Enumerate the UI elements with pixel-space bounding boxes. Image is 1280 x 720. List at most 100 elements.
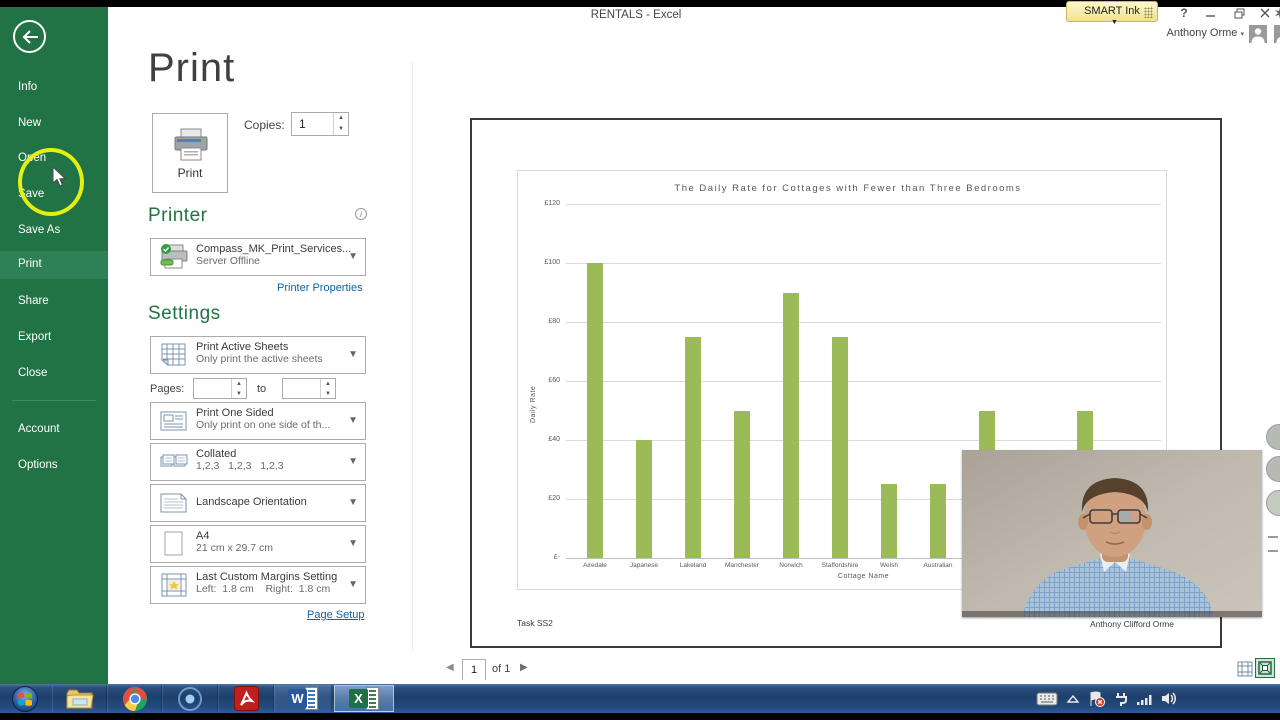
network-signal-icon[interactable] — [1136, 692, 1154, 706]
pages-from-input[interactable] — [194, 379, 230, 398]
sidebar-item-print[interactable]: Print — [0, 251, 108, 279]
action-center-flag-icon[interactable] — [1088, 691, 1106, 707]
minimize-button[interactable] — [1202, 5, 1220, 21]
info-icon[interactable]: i — [355, 208, 367, 220]
taskbar-explorer[interactable] — [52, 685, 107, 712]
sidebar-item-save[interactable]: Save — [18, 188, 45, 200]
sidebar-item-export[interactable]: Export — [18, 331, 52, 343]
sidebar-item-share[interactable]: Share — [18, 295, 49, 307]
printer-icon — [174, 128, 208, 161]
pages-from-stepper: ▲ ▼ — [193, 378, 247, 399]
avatar[interactable] — [1249, 25, 1267, 43]
sidebar-item-close[interactable]: Close — [18, 367, 48, 379]
pages-to-input[interactable] — [283, 379, 319, 398]
collation-label: Collated — [196, 448, 237, 460]
pages-to-stepper: ▲ ▼ — [282, 378, 336, 399]
presenter-video — [962, 450, 1262, 617]
chart-gridline — [566, 440, 1161, 441]
sidebar-divider — [12, 400, 96, 401]
window-title: RENTALS - Excel — [590, 9, 682, 21]
collation-select[interactable]: Collated 1,2,3 1,2,3 1,2,3 ▼ — [150, 443, 366, 481]
backstage-sidebar: Info New Open Save Save As Print Share E… — [0, 7, 108, 684]
chart-gridline — [566, 322, 1161, 323]
zoom-to-page-button[interactable] — [1255, 658, 1275, 678]
chevron-down-icon: ▼ — [348, 456, 358, 467]
chart-y-tick-label: £80 — [548, 318, 560, 325]
back-arrow-icon — [22, 29, 38, 44]
paper-size-icon — [164, 531, 183, 556]
help-button[interactable]: ? — [1176, 5, 1192, 21]
acrobat-icon — [233, 686, 259, 711]
webcam-overlay — [962, 450, 1262, 617]
collation-sub: 1,2,3 1,2,3 1,2,3 — [196, 460, 284, 472]
print-button[interactable]: Print — [152, 113, 228, 193]
chevron-down-icon: ▼ — [348, 538, 358, 549]
smart-ink-floating-toolbar-partial[interactable] — [1266, 424, 1280, 574]
chrome-icon — [122, 686, 147, 711]
user-menu[interactable]: Anthony Orme ▾ — [1160, 27, 1245, 39]
taskbar-excel[interactable]: X — [334, 685, 394, 712]
paper-size-sub: 21 cm x 29.7 cm — [196, 542, 274, 554]
close-button[interactable] — [1256, 5, 1274, 21]
user-name: Anthony Orme — [1166, 27, 1238, 39]
back-button[interactable] — [13, 20, 46, 53]
page-setup-link[interactable]: Page Setup — [307, 609, 365, 621]
sidebar-item-account[interactable]: Account — [18, 423, 60, 435]
chart-y-tick-label: £- — [553, 554, 560, 561]
chart-gridline — [566, 558, 1161, 559]
margins-select[interactable]: Last Custom Margins Setting Left: 1.8 cm… — [150, 566, 366, 604]
sidebar-item-info[interactable]: Info — [18, 81, 38, 93]
chart-y-tick-label: £120 — [544, 200, 560, 207]
sides-select[interactable]: Print One Sided Only print on one side o… — [150, 402, 366, 440]
taskbar-acrobat[interactable] — [218, 685, 274, 712]
chart-y-axis-label: Daily Rate — [530, 385, 537, 423]
pages-to-down[interactable]: ▼ — [325, 391, 331, 397]
chart-y-tick-label: £40 — [548, 436, 560, 443]
sidebar-item-new[interactable]: New — [18, 117, 42, 129]
page-count-label: of 1 — [492, 663, 511, 675]
taskbar-word[interactable]: W — [274, 685, 332, 712]
sidebar-item-options[interactable]: Options — [18, 459, 58, 471]
taskbar-recorder[interactable] — [162, 685, 218, 712]
pages-from-up[interactable]: ▲ — [236, 381, 242, 387]
orientation-select[interactable]: Landscape Orientation ▼ — [150, 484, 366, 522]
drag-grip-icon — [1144, 7, 1153, 18]
copies-up-arrow[interactable]: ▲ — [338, 115, 344, 121]
show-hidden-icons-button[interactable] — [1066, 694, 1080, 704]
sidebar-item-open[interactable]: Open — [18, 152, 47, 164]
margins-icon — [161, 573, 187, 597]
show-margins-button[interactable] — [1235, 659, 1255, 679]
printer-device-icon — [160, 244, 188, 269]
restore-button[interactable] — [1230, 5, 1248, 21]
mouse-cursor — [52, 166, 67, 187]
restore-icon — [1234, 8, 1244, 18]
chart-category-label: Lakeland — [679, 562, 707, 569]
page-title: Print — [148, 46, 236, 90]
chevron-down-icon: ▼ — [348, 251, 358, 262]
print-what-select[interactable]: Print Active Sheets Only print the activ… — [150, 336, 366, 374]
chart-category-label: Australian — [923, 562, 953, 569]
chart-x-axis-label: Cottage Name — [837, 573, 890, 580]
printer-status: Server Offline — [196, 255, 260, 267]
taskbar-chrome[interactable] — [107, 685, 162, 712]
printer-properties-link[interactable]: Printer Properties — [277, 282, 363, 294]
pages-from-down[interactable]: ▼ — [236, 391, 242, 397]
keyboard-tray-icon[interactable] — [1036, 692, 1058, 706]
chevron-down-icon: ▾ — [1240, 31, 1244, 38]
chart-title: The Daily Rate for Cottages with Fewer t… — [674, 183, 1022, 194]
collated-icon — [160, 454, 188, 467]
copies-down-arrow[interactable]: ▼ — [338, 126, 344, 132]
start-button[interactable] — [2, 685, 48, 712]
paper-size-select[interactable]: A4 21 cm x 29.7 cm ▼ — [150, 525, 366, 563]
speaker-icon[interactable] — [1161, 691, 1179, 706]
next-page-button[interactable]: ▶ — [520, 662, 528, 673]
smart-ink-button[interactable]: SMART Ink ▼ — [1066, 1, 1158, 26]
sidebar-item-save-as[interactable]: Save As — [18, 224, 61, 236]
power-plug-icon[interactable] — [1113, 691, 1129, 707]
prev-page-button[interactable]: ◀ — [446, 662, 454, 673]
pages-to-up[interactable]: ▲ — [325, 381, 331, 387]
page-number-input[interactable] — [463, 660, 485, 680]
printer-select[interactable]: Compass_MK_Print_Services... Server Offl… — [150, 238, 366, 276]
copies-input[interactable] — [292, 113, 332, 135]
printer-heading: Printer — [148, 205, 208, 226]
